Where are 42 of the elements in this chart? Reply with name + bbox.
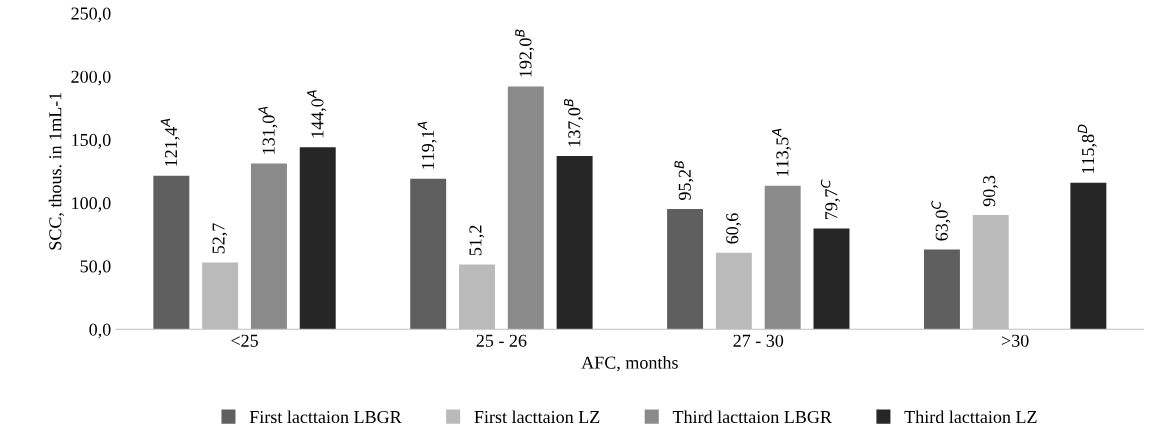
y-axis-title: SCC, thous. in 1mL-1	[48, 92, 64, 250]
data-label: 137,0$^{B}$	[564, 99, 583, 147]
bar	[667, 208, 704, 330]
legend-label: Third lacttaion LZ	[904, 410, 1037, 424]
legend-label: First lacttaion LZ	[474, 410, 600, 424]
y-tick-label: 200,0	[71, 70, 111, 86]
bar	[764, 185, 801, 330]
data-label: 79,7$^{C}$	[820, 179, 840, 219]
bar	[813, 228, 850, 330]
x-tick-label: >30	[1001, 334, 1029, 347]
data-label: 51,2	[469, 225, 485, 256]
x-tick-label: 27 - 30	[733, 334, 784, 347]
bar	[507, 86, 544, 330]
legend-label: Third lacttaion LBGR	[672, 410, 832, 424]
data-label: 90,3	[983, 175, 998, 207]
data-label: 131,0$^{A}$	[258, 106, 278, 154]
x-tick-label: <25	[231, 334, 258, 347]
data-label: 95,2$^{B}$	[674, 160, 694, 200]
legend-label: First lacttaion LBGR	[249, 410, 402, 424]
y-tick-label: 0,0	[89, 323, 111, 339]
y-tick-label: 150,0	[72, 133, 111, 149]
data-label: 60,6	[726, 213, 741, 244]
data-label: 52,7	[212, 223, 228, 254]
x-tick-label: 25 - 26	[476, 334, 527, 347]
bar	[250, 163, 287, 330]
bar	[923, 249, 960, 330]
data-label: 119,1$^{A}$	[417, 121, 437, 169]
data-label: 63,0$^{C}$	[931, 200, 951, 241]
data-label: 115,8$^{D}$	[1077, 124, 1097, 173]
bar	[1070, 182, 1107, 330]
bar	[410, 178, 447, 330]
bar	[299, 147, 336, 330]
y-tick-label: 100,0	[72, 197, 111, 212]
data-label: 192,0$^{B}$	[515, 29, 535, 77]
y-tick-label: 50,0	[80, 260, 111, 276]
y-tick-label: 250,0	[71, 7, 111, 23]
data-label: 121,4$^{A}$	[160, 118, 180, 166]
x-axis-title: AFC, months	[581, 356, 678, 372]
bar	[153, 175, 190, 330]
bar	[556, 156, 593, 330]
data-label: 113,5$^{A}$	[772, 128, 792, 176]
data-label: 144,0$^{A}$	[307, 90, 327, 138]
